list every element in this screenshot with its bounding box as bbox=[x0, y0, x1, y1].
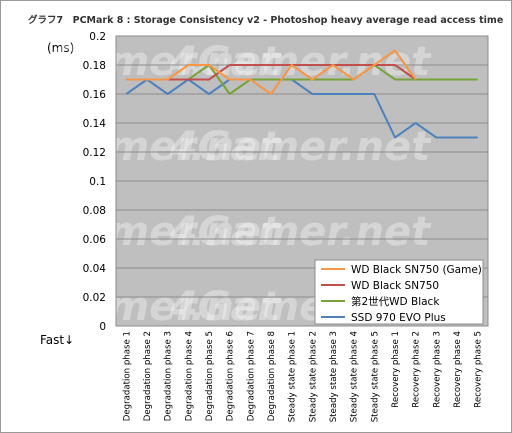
x-axis-ticks: Degradation phase 1 Degradation phase 2 De… bbox=[122, 331, 483, 422]
y-tick-label: 0.2 bbox=[89, 31, 106, 43]
y-tick-label: 0 bbox=[99, 321, 106, 333]
y-tick-label: 0.12 bbox=[83, 147, 106, 159]
x-tick-label: Degradation phase 3 bbox=[164, 331, 174, 421]
y-tick-label: 0.02 bbox=[83, 292, 106, 304]
y-tick-label: 0.1 bbox=[89, 176, 106, 188]
x-tick-label: Degradation phase 1 bbox=[122, 331, 132, 421]
legend-box bbox=[314, 259, 484, 325]
x-tick-label: Steady state phase 4 bbox=[350, 331, 360, 422]
watermark-text: 4Gamer.net bbox=[19, 124, 282, 170]
legend-label: 第2世代WD Black bbox=[351, 295, 440, 308]
series-lines bbox=[125, 49, 478, 139]
series-line bbox=[126, 64, 417, 81]
y-tick-label: 0.06 bbox=[83, 234, 107, 246]
fast-direction-note: Fast↓ bbox=[40, 333, 75, 347]
y-tick-label: 0.18 bbox=[83, 60, 106, 72]
x-tick-label: Recovery phase 3 bbox=[432, 331, 442, 408]
x-tick-label: Degradation phase 6 bbox=[226, 331, 236, 421]
plot-border bbox=[115, 35, 489, 327]
legend-label: WD Black SN750 (Game) bbox=[351, 264, 482, 276]
x-tick-label: Degradation phase 5 bbox=[205, 331, 215, 421]
x-tick-label: Degradation phase 2 bbox=[143, 331, 153, 421]
x-tick-label: Degradation phase 4 bbox=[184, 331, 194, 421]
watermark-text: 4Gamer.net bbox=[169, 124, 432, 170]
legend-label: SSD 970 EVO Plus bbox=[351, 312, 446, 324]
y-tick-label: 0.16 bbox=[83, 89, 107, 101]
watermark-text: 4Gamer.net bbox=[169, 209, 432, 255]
y-tick-label: 0.14 bbox=[83, 118, 107, 130]
x-tick-label: Steady state phase 5 bbox=[370, 331, 380, 422]
x-tick-label: Recovery phase 1 bbox=[391, 331, 401, 408]
x-tick-label: Recovery phase 5 bbox=[474, 331, 484, 408]
x-tick-label: Steady state phase 2 bbox=[308, 331, 318, 422]
legend-label: WD Black SN750 bbox=[351, 280, 439, 292]
x-tick-label: Recovery phase 2 bbox=[412, 331, 422, 408]
chart-title: グラフ7 PCMark 8 : Storage Consistency v2 -… bbox=[28, 15, 504, 26]
series-line bbox=[125, 78, 478, 139]
watermark-text: 4Gamer.net bbox=[19, 284, 282, 330]
x-tick-label: Degradation phase 8 bbox=[267, 331, 277, 421]
x-tick-label: Recovery phase 4 bbox=[453, 331, 463, 408]
y-axis-ticks: 0 0.02 0.04 0.06 0.08 0.1 0.12 0.14 0.16 0.18 0.2 bbox=[83, 31, 107, 333]
watermark-group: 4Gamer.net4Gamer.net4Gamer.net4Gamer.net… bbox=[19, 39, 432, 330]
x-tick-label: Steady state phase 3 bbox=[329, 331, 339, 422]
y-tick-label: 0.08 bbox=[83, 205, 106, 217]
y-axis-unit-label: (ms) bbox=[47, 41, 75, 55]
x-tick-label: Steady state phase 1 bbox=[288, 331, 298, 422]
x-tick-label: Degradation phase 7 bbox=[246, 331, 256, 421]
watermark-text: 4Gamer.net bbox=[19, 39, 282, 85]
watermark-text: 4Gamer.net bbox=[19, 209, 282, 255]
y-tick-label: 0.04 bbox=[83, 263, 107, 275]
series-line bbox=[126, 49, 417, 95]
legend: WD Black SN750 (Game) WD Black SN750 第2世代W… bbox=[314, 259, 484, 325]
